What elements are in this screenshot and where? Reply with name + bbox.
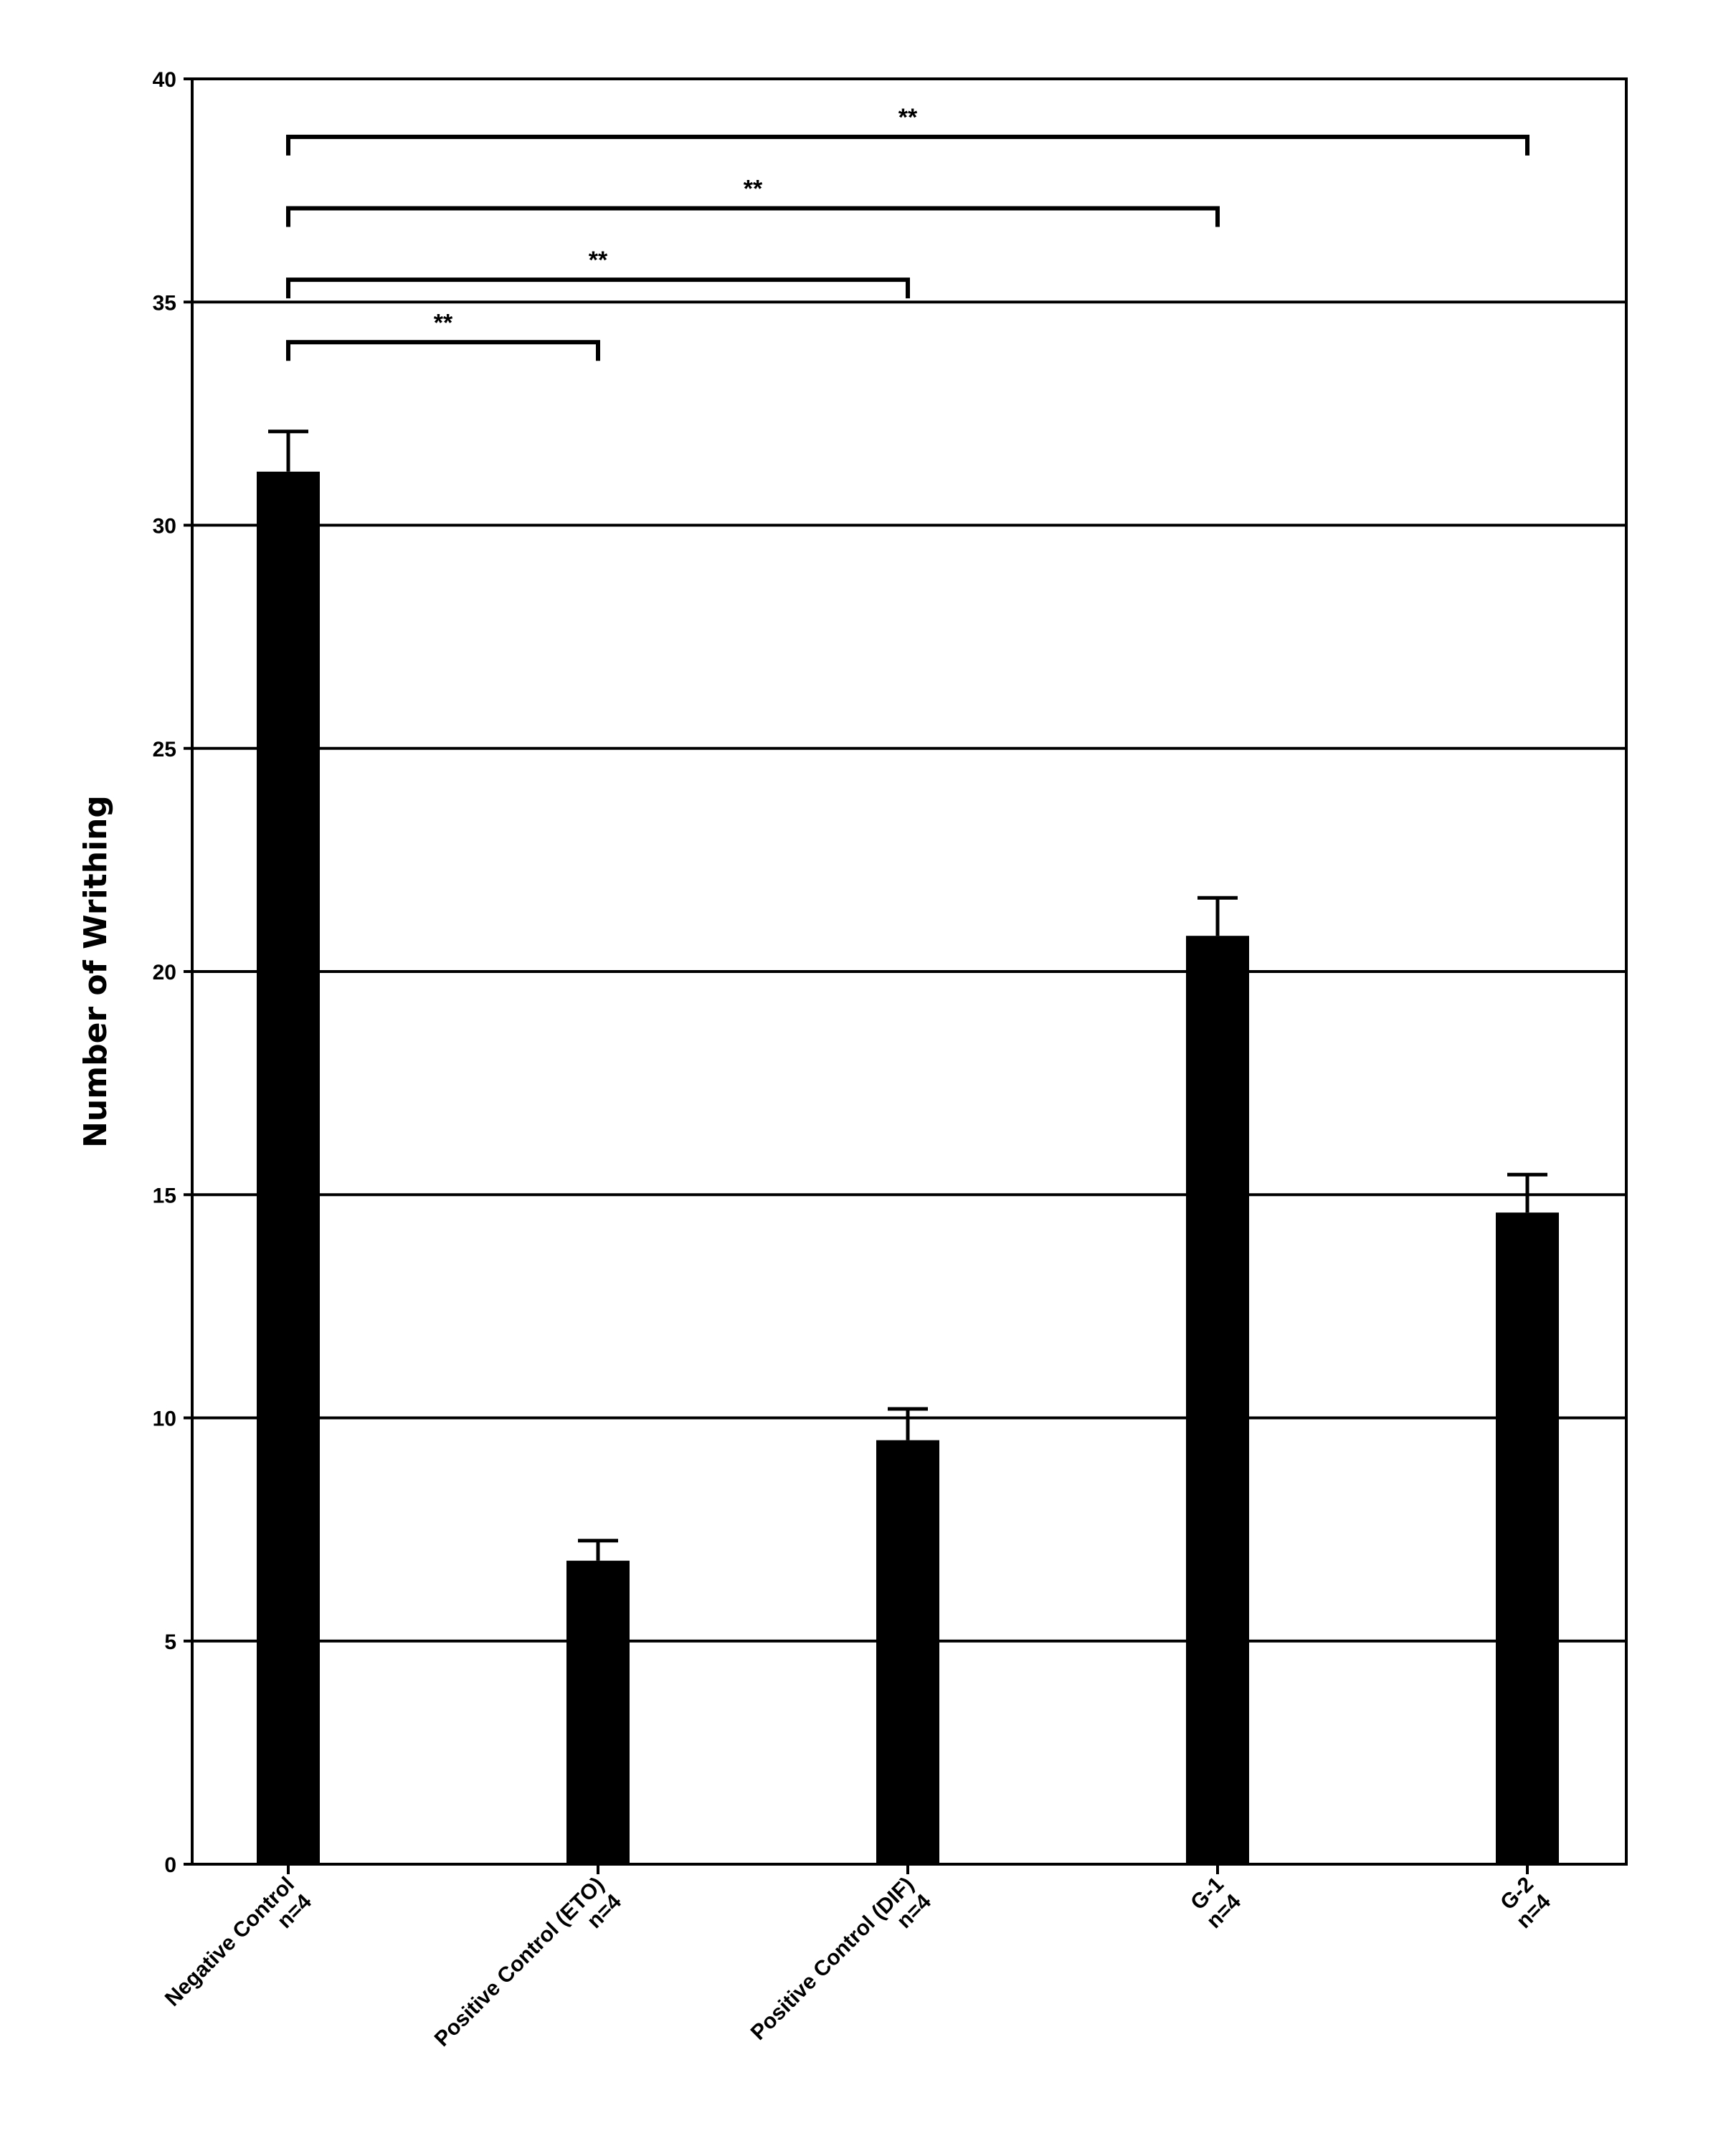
significance-bracket xyxy=(286,206,1220,227)
bar xyxy=(1496,1212,1559,1864)
y-tick-label: 30 xyxy=(153,515,176,538)
y-tick-label: 10 xyxy=(153,1407,176,1431)
x-tick-label-name: Negative Control xyxy=(161,1873,299,2011)
y-axis-label: Number of Writhing xyxy=(77,795,114,1148)
error-bars xyxy=(268,429,1547,1561)
bar xyxy=(1186,936,1249,1864)
significance-label: ** xyxy=(744,176,763,203)
x-tick-label: Positive Control (DIF)n=4 xyxy=(746,1873,936,2045)
bars xyxy=(257,471,1559,1864)
bar xyxy=(566,1560,630,1864)
significance-label: ** xyxy=(434,309,453,336)
bar xyxy=(876,1440,939,1864)
significance-label: ** xyxy=(589,247,608,274)
y-tick-label: 35 xyxy=(153,291,176,315)
x-tick-label: G-2n=4 xyxy=(1496,1873,1555,1934)
gridlines xyxy=(192,77,1626,1643)
significance-brackets: ** ** ** ** xyxy=(286,104,1529,361)
bar xyxy=(257,471,320,1864)
significance-bracket xyxy=(286,340,600,361)
significance-label: ** xyxy=(898,104,918,131)
y-tick-label: 15 xyxy=(153,1184,176,1207)
significance-bracket xyxy=(286,277,910,299)
x-tick-label: G-1n=4 xyxy=(1186,1873,1246,1934)
x-tick-label-name: Positive Control (ETO) xyxy=(430,1873,609,2051)
y-tick-label: 20 xyxy=(153,961,176,984)
x-tick-label: Positive Control (ETO)n=4 xyxy=(430,1873,626,2051)
y-tick-label: 25 xyxy=(153,738,176,761)
y-tick-label: 40 xyxy=(153,68,176,92)
y-axis-ticks: 0 5 10 15 20 25 30 35 40 xyxy=(153,68,192,1877)
y-tick-label: 5 xyxy=(164,1630,176,1654)
significance-bracket xyxy=(286,134,1529,156)
y-tick-label: 0 xyxy=(164,1853,176,1877)
x-tick-label-name: Positive Control (DIF) xyxy=(746,1873,919,2045)
